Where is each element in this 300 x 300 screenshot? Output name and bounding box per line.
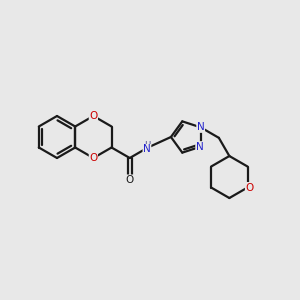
Text: O: O [89, 111, 98, 121]
Text: N: N [197, 122, 205, 132]
Text: H: H [144, 141, 150, 150]
Text: N: N [196, 142, 203, 152]
Text: O: O [89, 153, 98, 163]
Text: O: O [245, 182, 254, 193]
Text: N: N [143, 145, 151, 154]
Text: O: O [126, 175, 134, 185]
